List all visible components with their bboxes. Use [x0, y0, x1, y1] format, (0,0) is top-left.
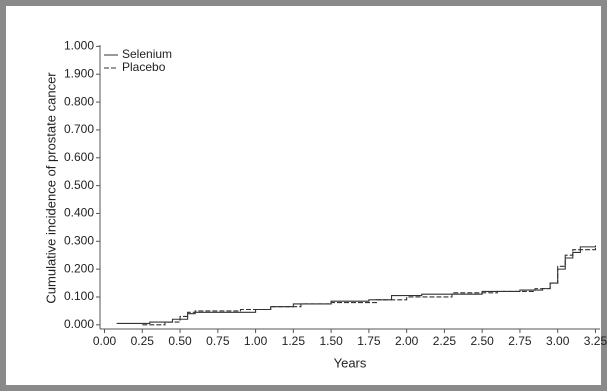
y-axis-label: Cumulative incidence of prostate cancer [43, 72, 58, 304]
x-tick-label: 0.50 [168, 334, 192, 348]
step-line [142, 246, 597, 326]
y-tick-label: 0.800 [64, 94, 94, 108]
x-tick-label: 2.50 [470, 334, 494, 348]
y-tick-label: 0.000 [64, 317, 94, 331]
x-tick-label: 1.00 [244, 334, 268, 348]
x-tick-label: 2.75 [508, 334, 532, 348]
step-line [116, 245, 597, 324]
y-tick-label: 0.500 [64, 178, 94, 192]
legend-label: Selenium [122, 47, 172, 61]
y-tick-label: 0.300 [64, 233, 94, 247]
y-tick-label: 0.700 [64, 122, 94, 136]
legend-label: Placebo [122, 60, 166, 74]
x-tick-label: 0.25 [131, 334, 155, 348]
x-tick-label: 2.25 [433, 334, 457, 348]
y-tick-label: 1.900 [64, 66, 94, 80]
x-tick-label: 1.50 [319, 334, 343, 348]
x-tick-label: 3.00 [546, 334, 570, 348]
x-tick-label: 0.75 [206, 334, 230, 348]
x-tick-label: 1.25 [282, 334, 306, 348]
y-tick-label: 0.200 [64, 261, 94, 275]
x-axis-label: Years [334, 355, 367, 370]
y-tick-label: 1.000 [64, 39, 94, 53]
y-tick-label: 0.100 [64, 289, 94, 303]
x-tick-label: 3.25 [584, 334, 607, 348]
y-tick-label: 0.400 [64, 206, 94, 220]
x-tick-label: 2.00 [395, 334, 419, 348]
x-tick-label: 0.00 [93, 334, 117, 348]
y-tick-label: 0.600 [64, 150, 94, 164]
x-tick-label: 1.75 [357, 334, 381, 348]
